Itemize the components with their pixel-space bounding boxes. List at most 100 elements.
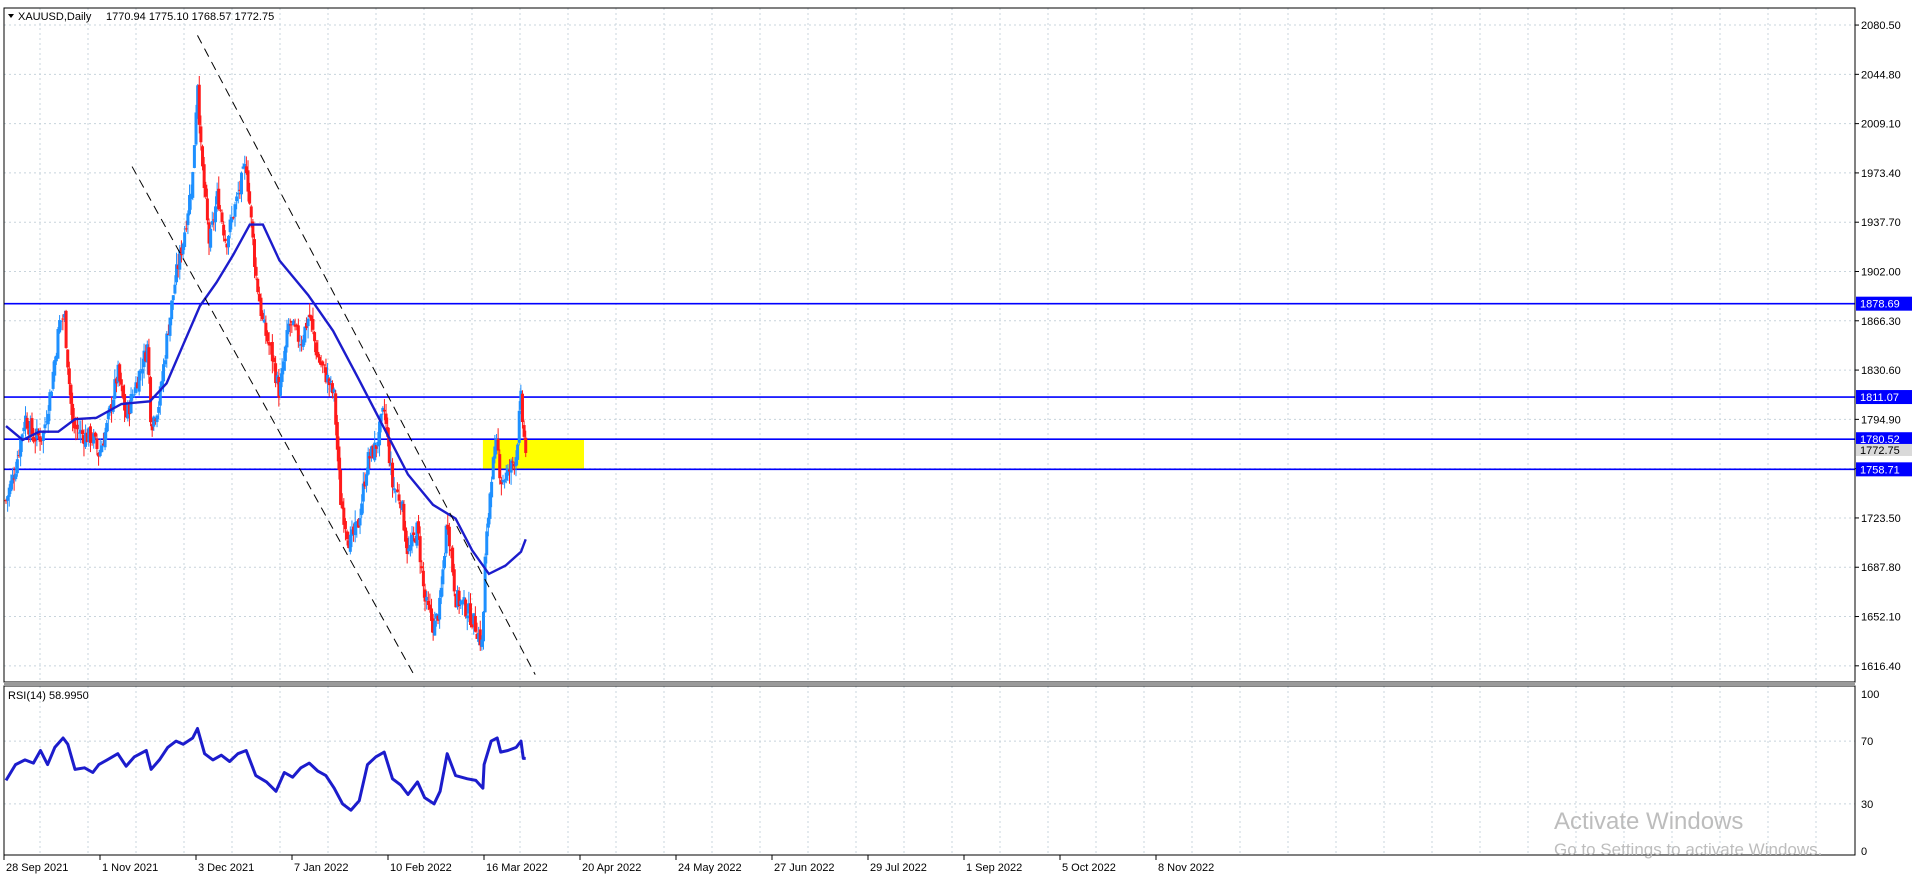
candle-body — [46, 413, 50, 425]
candle-body — [241, 166, 245, 169]
candle-body — [350, 529, 354, 536]
candle-body — [126, 403, 130, 419]
candle-body — [438, 597, 442, 620]
channel-line[interactable] — [197, 35, 536, 675]
price-tick-label: 1830.60 — [1861, 365, 1901, 377]
candle-body — [98, 449, 102, 457]
candle-body — [176, 265, 180, 269]
candle-body — [447, 526, 451, 547]
symbol-label: XAUUSD,Daily — [18, 11, 92, 23]
candle-body — [430, 608, 434, 621]
candle-body — [451, 547, 455, 573]
candle-body — [184, 228, 188, 230]
candle-body — [220, 212, 224, 222]
candle-body — [389, 463, 393, 466]
candle-body — [418, 536, 422, 563]
triangle-down-icon[interactable] — [8, 14, 14, 18]
candle-body — [38, 436, 42, 442]
candle-body — [311, 319, 315, 330]
candle-body — [507, 469, 511, 472]
candle-body — [152, 416, 156, 427]
candle-body — [142, 350, 146, 368]
candle-body — [420, 566, 424, 569]
candle-body — [373, 442, 377, 461]
candle-body — [524, 437, 528, 453]
candle-body — [166, 333, 170, 335]
candle-body — [280, 368, 284, 382]
candle-body — [423, 589, 427, 602]
candle-body — [231, 217, 235, 219]
channel-line[interactable] — [131, 166, 415, 675]
candle-body — [516, 444, 520, 460]
candle-body — [22, 427, 26, 432]
candle-body — [54, 355, 58, 362]
candle-body — [491, 457, 495, 480]
candle-body — [473, 615, 477, 632]
candle-body — [74, 426, 78, 429]
candle-body — [248, 191, 252, 204]
candle-body — [433, 620, 437, 636]
candle-body — [428, 604, 432, 610]
candle-body — [425, 596, 429, 601]
candle-body — [48, 392, 52, 411]
candle-body — [20, 434, 24, 441]
moving-average-line[interactable] — [5, 223, 527, 576]
candle-body — [43, 424, 47, 429]
candle-body — [17, 455, 21, 457]
candle-body — [113, 379, 117, 399]
candle-body — [405, 538, 409, 554]
candle-body — [101, 443, 105, 446]
candle-body — [178, 249, 182, 270]
candle-body — [236, 192, 240, 195]
price-tick-label: 1973.40 — [1861, 168, 1901, 180]
candle-body — [439, 587, 443, 598]
candle-body — [87, 427, 91, 442]
candle-body — [246, 170, 250, 192]
candle-body — [189, 193, 193, 199]
candle-body — [127, 404, 131, 415]
candle-body — [25, 417, 29, 429]
candle-body — [379, 413, 383, 422]
candle-body — [298, 344, 302, 346]
price-tick-label: 1902.00 — [1861, 266, 1901, 278]
candle-body — [394, 491, 398, 493]
candle-body — [514, 457, 518, 467]
candle-body — [66, 349, 70, 368]
candle-body — [163, 360, 167, 365]
date-tick-label: 24 May 2022 — [678, 862, 742, 874]
candle-body — [278, 382, 282, 396]
rsi-header: RSI(14) 58.9950 — [8, 690, 89, 702]
date-tick-label: 27 Jun 2022 — [774, 862, 835, 874]
candle-body — [239, 172, 243, 195]
candle-body — [520, 393, 524, 423]
candle-body — [201, 146, 205, 167]
candle-body — [421, 570, 425, 587]
price-tick-label: 1937.70 — [1861, 217, 1901, 229]
candle-body — [337, 446, 341, 471]
candle-body — [171, 295, 175, 301]
candle-body — [210, 221, 214, 225]
candle-body — [446, 524, 450, 530]
level-price-label: 1878.69 — [1860, 299, 1900, 311]
pane-separator[interactable] — [4, 682, 1855, 686]
candle-body — [376, 442, 380, 447]
candle-body — [14, 473, 18, 480]
candle-body — [356, 519, 360, 528]
candle-body — [397, 494, 401, 501]
candle-body — [85, 432, 89, 443]
candle-body — [27, 429, 31, 435]
rsi-line[interactable] — [4, 727, 526, 812]
candle-body — [469, 603, 473, 625]
candle-body — [72, 418, 76, 429]
candle-body — [316, 351, 320, 358]
date-tick-label: 20 Apr 2022 — [582, 862, 641, 874]
candle-body — [309, 315, 313, 321]
candle-body — [317, 357, 321, 363]
candle-body — [181, 243, 185, 255]
candle-body — [358, 518, 362, 526]
candle-body — [140, 369, 144, 374]
date-tick-label: 1 Sep 2022 — [966, 862, 1022, 874]
